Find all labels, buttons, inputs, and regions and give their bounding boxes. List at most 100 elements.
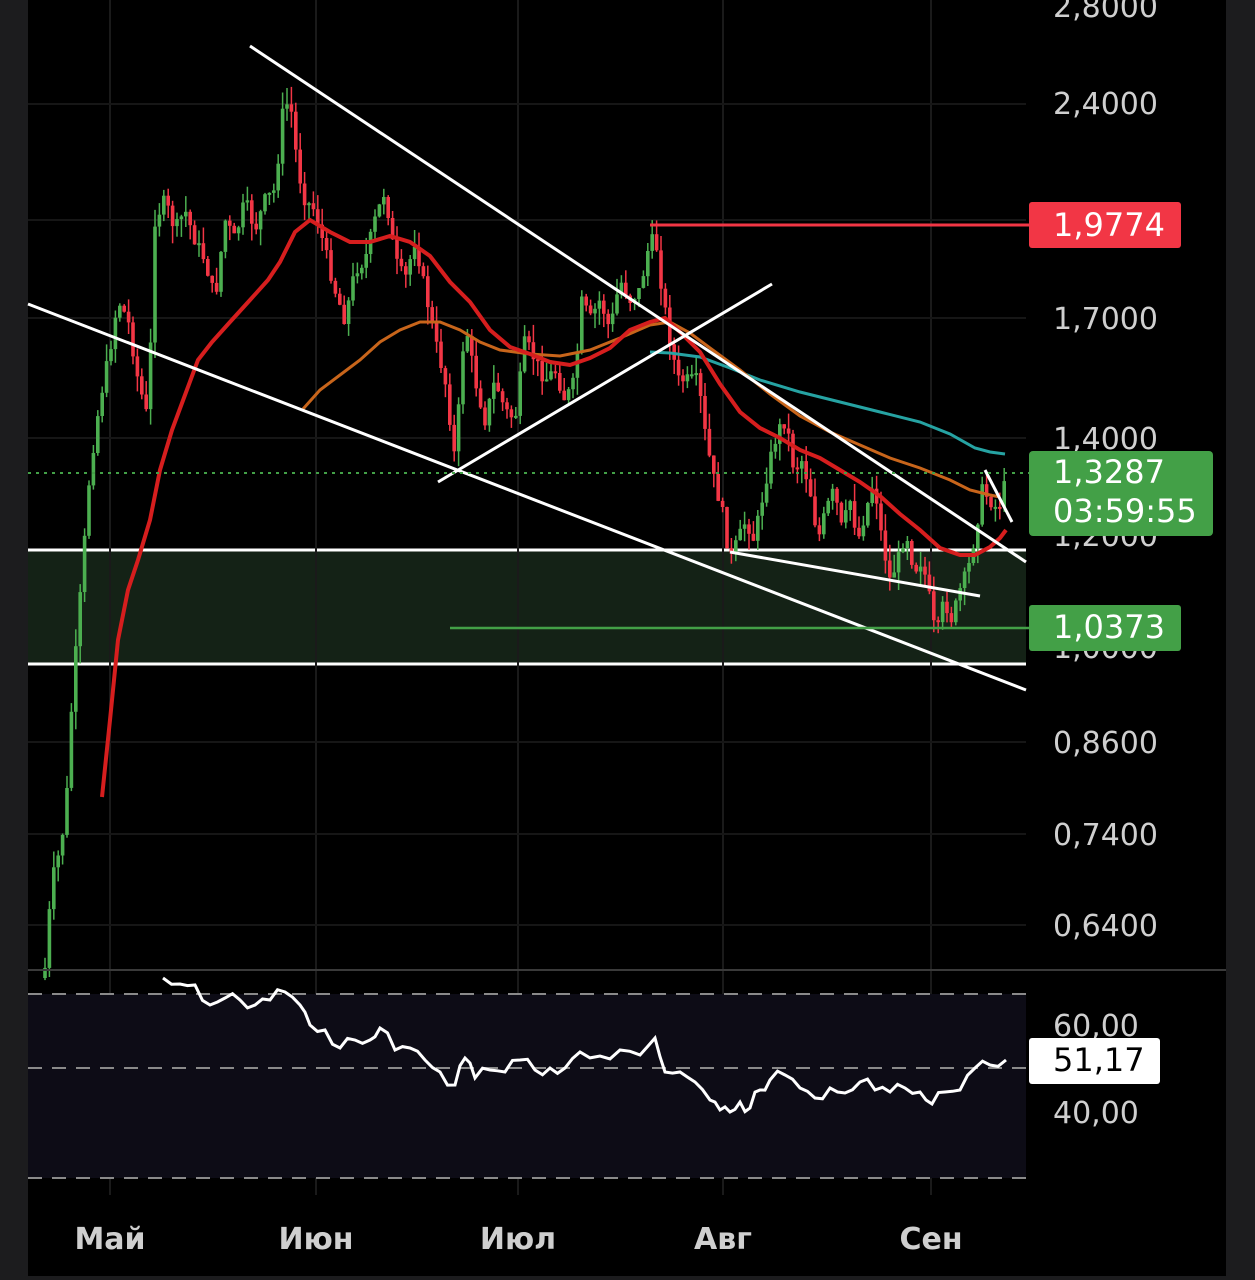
candle-body — [892, 572, 896, 578]
candle-body — [113, 317, 118, 350]
candle-countdown: 03:59:55 — [1053, 492, 1197, 530]
candle-body — [162, 195, 166, 215]
candle-body — [505, 402, 509, 410]
candle-body — [430, 307, 434, 323]
price-tick-label: 2,4000 — [1053, 87, 1158, 122]
support-zone — [28, 550, 1026, 664]
candle-body — [492, 382, 496, 399]
candle-body — [153, 226, 157, 343]
candle-body — [980, 484, 984, 525]
candle-body — [289, 104, 294, 112]
candle-body — [1002, 481, 1006, 507]
candle-body — [874, 488, 879, 504]
candle-body — [294, 111, 298, 150]
candle-body — [140, 376, 144, 395]
candle-body — [320, 224, 324, 238]
candle-body — [364, 254, 368, 268]
candle-body — [839, 502, 844, 523]
candle-body — [69, 711, 74, 788]
candle-body — [962, 571, 967, 588]
candle-body — [386, 197, 390, 218]
candle-body — [976, 524, 980, 549]
candle-body — [932, 591, 936, 621]
candle-body — [910, 541, 914, 565]
candle-body — [360, 267, 364, 274]
candle-body — [861, 525, 866, 537]
candle-body — [896, 552, 901, 573]
month-label: Май — [74, 1222, 145, 1257]
ma-mid-line — [301, 320, 1001, 499]
candle-body — [663, 288, 668, 308]
candle-body — [848, 501, 852, 510]
candle-body — [412, 247, 417, 260]
candle-body — [263, 194, 267, 212]
candle-body — [184, 211, 188, 217]
candle-body — [65, 788, 69, 835]
candle-body — [258, 211, 263, 230]
candle-body — [553, 371, 558, 374]
rsi-tick-label: 40,00 — [1053, 1096, 1139, 1131]
candle-body — [795, 467, 800, 470]
candle-body — [223, 220, 228, 252]
candle-body — [201, 243, 206, 260]
candle-body — [82, 535, 87, 592]
candle-body — [905, 541, 910, 548]
price-tick-label: 0,7400 — [1053, 818, 1158, 853]
candle-body — [426, 276, 430, 308]
candle-body — [197, 243, 201, 246]
candle-body — [135, 356, 140, 377]
candle-body — [786, 428, 791, 434]
candle-body — [712, 455, 716, 474]
candle-body — [228, 220, 232, 226]
candle-body — [641, 276, 646, 288]
candle-body — [584, 296, 588, 306]
candle-body — [276, 163, 280, 191]
candle-body — [698, 373, 703, 396]
price-tick-label: 0,6400 — [1053, 909, 1158, 944]
candle-body — [993, 506, 998, 509]
candle-body — [870, 488, 874, 503]
candle-body — [298, 149, 302, 184]
resistance-badge: 1,9774 — [1029, 202, 1181, 248]
candle-body — [773, 443, 778, 452]
candle-body — [316, 209, 320, 225]
candle-body — [593, 308, 597, 314]
candle-body — [280, 108, 285, 164]
candle-body — [602, 300, 606, 314]
candle-body — [747, 524, 751, 534]
candle-body — [940, 601, 945, 623]
candle-body — [100, 392, 104, 416]
candle-body — [769, 451, 773, 484]
candle-body — [78, 592, 82, 647]
candle-body — [690, 374, 694, 377]
candle-body — [346, 300, 351, 324]
candle-body — [883, 530, 888, 561]
price-tick-label: 2,8000 — [1053, 0, 1158, 25]
ma-slow-line — [649, 350, 1006, 456]
candle-body — [206, 259, 210, 276]
candle-body — [470, 335, 474, 356]
candle-body — [549, 371, 553, 380]
candle-body — [43, 967, 47, 978]
candle-body — [888, 560, 892, 578]
price-tick-label: 1,7000 — [1053, 302, 1158, 337]
candle-body — [650, 234, 654, 251]
candle-body — [822, 513, 826, 535]
candle-body — [998, 506, 1002, 509]
candle-body — [707, 428, 712, 456]
candle-body — [844, 510, 848, 523]
current-price-value: 1,3287 — [1053, 453, 1165, 491]
candle-body — [404, 266, 408, 275]
candle-body — [465, 335, 470, 352]
candle-body — [778, 424, 782, 444]
candle-body — [355, 273, 360, 277]
trendlines — [27, 44, 1027, 692]
candle-body — [558, 373, 562, 391]
rsi-line — [162, 976, 1007, 1114]
candle-body — [716, 473, 720, 501]
candle-body — [166, 195, 170, 206]
candle-body — [703, 396, 707, 429]
candle-body — [830, 488, 835, 501]
candle-body — [764, 483, 769, 503]
